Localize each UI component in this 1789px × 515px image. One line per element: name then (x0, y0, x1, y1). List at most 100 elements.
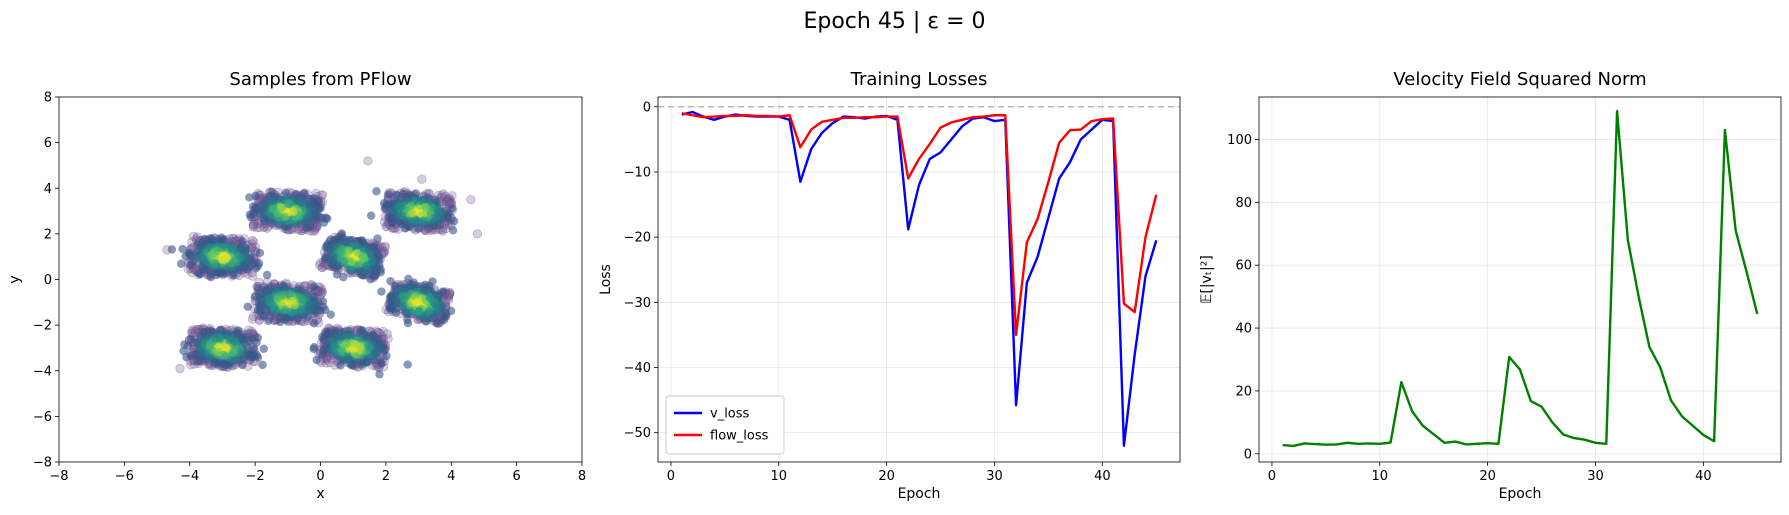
scatter-point (228, 347, 238, 357)
legend-label: v_loss (710, 407, 750, 422)
scatter-point (251, 191, 260, 201)
y-tick-label: −30 (624, 296, 651, 311)
scatter-point (269, 196, 279, 205)
scatter-point (189, 325, 199, 335)
x-axis-label: Epoch (898, 486, 941, 502)
scatter-point (249, 258, 258, 268)
scatter-point (339, 273, 348, 282)
x-tick-label: 0 (667, 469, 675, 484)
x-tick-label: 30 (1587, 469, 1604, 484)
scatter-point (342, 338, 352, 348)
x-tick-label: 2 (382, 469, 390, 484)
scatter-point (315, 260, 325, 270)
scatter-point (375, 254, 384, 263)
scatter-point (418, 216, 428, 225)
scatter-point (309, 319, 319, 328)
scatter-point (361, 332, 371, 341)
scatter-point (438, 287, 448, 296)
scatter-point (305, 304, 315, 314)
scatter-point (317, 263, 327, 273)
scatter-point (425, 293, 435, 303)
scatter-point (377, 287, 386, 296)
x-tick-label: 40 (1094, 469, 1111, 484)
scatter-point (378, 326, 388, 337)
scatter-point (318, 214, 327, 223)
scatter-point (228, 271, 238, 280)
scatter-point (321, 358, 331, 368)
scatter-point (408, 281, 417, 291)
scatter-point (432, 318, 442, 327)
panel-title: Training Losses (850, 69, 988, 90)
scatter-point (444, 291, 454, 301)
scatter-point (244, 325, 254, 335)
scatter-point (447, 191, 457, 201)
scatter-point (427, 203, 437, 212)
scatter-point (247, 314, 258, 324)
scatter-point (249, 311, 259, 322)
legend-label: flow_loss (710, 429, 769, 444)
scatter-point (376, 357, 385, 366)
scatter-point (340, 237, 349, 246)
y-tick-label: 4 (44, 182, 52, 197)
y-tick-label: −8 (33, 456, 52, 471)
scatter-point (332, 270, 342, 279)
scatter-point (281, 305, 290, 315)
scatter-point (250, 204, 260, 214)
scatter-point (354, 260, 364, 269)
scatter-point (336, 246, 345, 256)
scatter-point (244, 337, 253, 346)
series-line-flow_loss (681, 112, 1158, 337)
scatter-point (257, 207, 266, 216)
scatter-point (404, 274, 413, 284)
scatter-point (206, 234, 215, 243)
scatter-point (326, 245, 335, 254)
scatter-point (318, 190, 328, 200)
scatter-point (245, 193, 254, 202)
scatter-point (364, 341, 373, 351)
scatter-point (252, 223, 262, 233)
scatter-point (188, 231, 199, 242)
scatter-point (325, 358, 335, 368)
scatter-point (186, 360, 196, 370)
scatter-point (318, 350, 328, 359)
scatter-point (270, 302, 279, 312)
x-tick-label: 0 (1268, 469, 1276, 484)
scatter-point (238, 236, 247, 246)
y-tick-label: −40 (624, 361, 651, 376)
scatter-point (399, 283, 408, 293)
scatter-point-outlier (162, 245, 172, 255)
scatter-point (361, 358, 371, 367)
scatter-point (231, 337, 240, 346)
scatter-point (403, 360, 412, 369)
scatter-point (421, 202, 430, 212)
scatter-point (193, 245, 203, 255)
scatter-point (258, 360, 267, 370)
scatter-point (317, 285, 327, 295)
scatter-point (264, 316, 273, 326)
scatter-point (314, 196, 323, 206)
axes-frame (58, 96, 583, 463)
scatter-point (262, 305, 271, 314)
scatter-point-outlier (466, 195, 476, 205)
y-tick-label: −20 (624, 231, 651, 246)
scatter-point (403, 315, 412, 324)
scatter-point (442, 197, 452, 207)
scatter-point (247, 239, 257, 249)
scatter-point (213, 246, 222, 256)
y-tick-label: 20 (1235, 384, 1252, 399)
scatter-point (238, 360, 247, 369)
scatter-point (443, 194, 453, 204)
scatter-point (280, 212, 289, 222)
scatter-point (248, 222, 258, 232)
scatter-point (289, 207, 298, 217)
scatter-point (444, 294, 454, 305)
y-tick-label: 80 (1235, 196, 1252, 211)
scatter-point (228, 233, 238, 243)
scatter-point (382, 329, 392, 339)
x-tick-label: 6 (512, 469, 520, 484)
scatter-point (309, 344, 318, 354)
scatter-point (248, 271, 258, 281)
scatter-point (383, 334, 393, 344)
scatter-point (321, 253, 330, 262)
